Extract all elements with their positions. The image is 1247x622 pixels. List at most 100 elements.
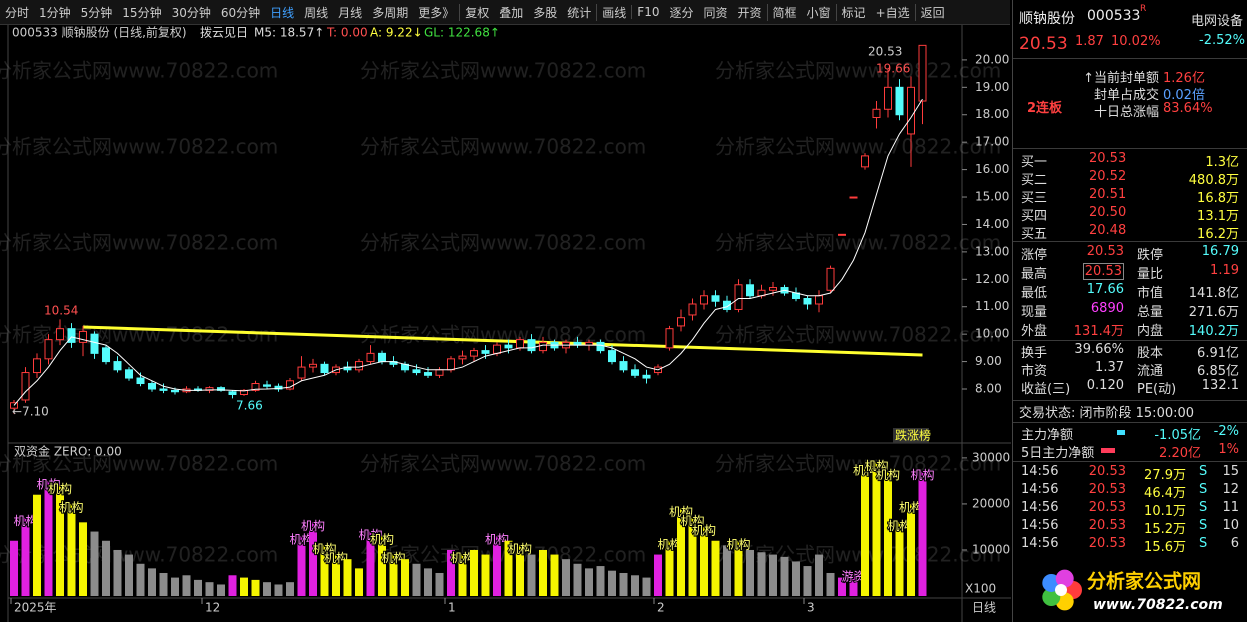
y-tick-label: 9.00 — [975, 354, 1002, 368]
toolbar-button[interactable]: 60分钟 — [220, 5, 261, 20]
bar-label: 机构 — [301, 518, 325, 533]
toolbar-button[interactable]: 画线 — [596, 3, 631, 21]
bar-label: 机构 — [48, 481, 72, 496]
seal-value: 83.64% — [1163, 101, 1213, 116]
flow-swatch — [1101, 448, 1115, 453]
book-label: 买一 — [1021, 155, 1048, 170]
toolbar-button[interactable]: 更多》 — [418, 5, 455, 20]
candle-body — [217, 387, 225, 391]
toolbar-button[interactable]: F10 — [631, 5, 664, 19]
y-tick-label: 10000 — [972, 542, 1010, 556]
volume-bar — [320, 545, 329, 596]
x-tick-label: 1 — [448, 601, 456, 615]
volume-bar — [493, 536, 501, 596]
stat-label: 市资 — [1021, 364, 1048, 379]
candle-body — [447, 358, 455, 371]
volume-bar — [412, 563, 421, 596]
toolbar-button[interactable]: 1分钟 — [39, 5, 71, 20]
bar-label: 机构 — [359, 527, 383, 542]
bar-label: 机构 — [370, 532, 394, 547]
toolbar-button[interactable]: 叠加 — [499, 5, 524, 20]
toolbar-button[interactable]: 周线 — [304, 5, 329, 20]
toolbar-button[interactable]: 返回 — [914, 3, 950, 21]
toolbar-button[interactable]: 分时 — [5, 5, 30, 20]
bar-label: 机构 — [911, 467, 935, 482]
volume-bar — [10, 540, 18, 596]
toolbar-button[interactable]: 简框 — [766, 3, 802, 21]
toolbar-button[interactable]: 标记 — [835, 3, 871, 21]
volume-bar — [378, 536, 386, 596]
toolbar-button[interactable]: 多股 — [533, 5, 558, 20]
watermark: 分析家公式网www.70822.com — [715, 135, 1001, 159]
toolbar: 分时 1分钟 5分钟 15分钟 30分钟 60分钟 日线 周线 月线 多周期 更多》 复权 叠加 多股 统计… — [0, 0, 1010, 25]
toolbar-button[interactable]: 月线 — [338, 5, 363, 20]
toolbar-button[interactable]: 日线 — [270, 5, 295, 20]
unit-label: X100 — [965, 582, 996, 596]
bar-label: 机构 — [692, 522, 716, 537]
toolbar-button[interactable]: 开资 — [737, 5, 762, 20]
volume-bar — [194, 579, 202, 596]
bar-label: 机构 — [658, 536, 682, 551]
toolbar-button[interactable]: 15分钟 — [122, 5, 162, 20]
book-volume: 480.8万 — [1188, 173, 1239, 188]
bar-label: 机构 — [313, 541, 337, 556]
bar-label: 机构 — [451, 550, 475, 565]
stat-label: 总量 — [1137, 305, 1164, 320]
tick-count: 10 — [1222, 518, 1239, 533]
volume-bar — [769, 554, 777, 596]
toolbar-button[interactable]: 逐分 — [669, 5, 694, 20]
stat-label: 外盘 — [1021, 324, 1048, 339]
quote-panel: 顺钠股份 000533 R 电网设备 -2.52% 20.53 1.87 10.02% 2连板 ↑… — [1012, 0, 1247, 622]
volume-bar — [56, 485, 64, 596]
ma5-line — [13, 98, 923, 406]
volume-bar — [826, 572, 835, 596]
candle-body — [320, 363, 329, 374]
toolbar-button[interactable]: +自选 — [875, 5, 910, 20]
candle-body — [481, 350, 490, 354]
candle-body — [861, 155, 869, 168]
indicator-value: GL: 122.68↑ — [424, 26, 500, 40]
candle-body — [826, 267, 835, 291]
watermark: 分析家公式网www.70822.com — [0, 135, 278, 159]
flow-label: 5日主力净额 — [1021, 446, 1095, 461]
volume-bar — [619, 572, 628, 596]
toolbar-button[interactable]: 统计 — [567, 5, 592, 20]
candle-body — [148, 383, 156, 390]
candle-body — [21, 372, 30, 401]
volume-bar — [148, 568, 156, 596]
candle-body — [205, 387, 214, 391]
tick-time: 14:56 — [1021, 500, 1059, 515]
watermark: 分析家公式网www.70822.com — [0, 543, 278, 567]
toolbar-button[interactable]: 同资 — [703, 5, 728, 20]
volume-bar — [458, 554, 467, 596]
volume-bar — [274, 584, 283, 596]
volume-bar — [654, 554, 662, 596]
toolbar-button[interactable]: 30分钟 — [171, 5, 211, 20]
divider — [1013, 241, 1247, 242]
volume-bar — [504, 540, 513, 596]
toolbar-button[interactable]: 多周期 — [372, 5, 409, 20]
y-tick-label: 10.00 — [975, 327, 1009, 341]
toolbar-button[interactable]: 小窗 — [806, 5, 831, 20]
y-tick-label: 16.00 — [975, 162, 1009, 176]
volume-bar — [424, 568, 432, 596]
candle-body — [769, 287, 777, 291]
volume-bar — [527, 554, 536, 596]
seal-value: 1.26亿 — [1163, 71, 1205, 86]
volume-bar — [723, 545, 731, 596]
toolbar-button[interactable]: 复权 — [459, 3, 494, 21]
book-label: 买二 — [1021, 173, 1048, 188]
candle-body — [493, 344, 501, 354]
bar-label: 机构 — [485, 532, 509, 547]
volume-bar — [21, 517, 30, 596]
bar-label: 机构 — [888, 518, 912, 533]
volume-bar — [849, 572, 858, 596]
volume-bar — [355, 568, 363, 596]
tick-price: 20.53 — [1088, 464, 1126, 479]
candle-body — [136, 377, 145, 385]
volume-bar — [573, 563, 582, 596]
toolbar-button[interactable]: 5分钟 — [80, 5, 113, 20]
bar-label: 机构 — [727, 536, 751, 551]
y-tick-label: 18.00 — [975, 107, 1009, 121]
candle-body — [700, 295, 708, 305]
